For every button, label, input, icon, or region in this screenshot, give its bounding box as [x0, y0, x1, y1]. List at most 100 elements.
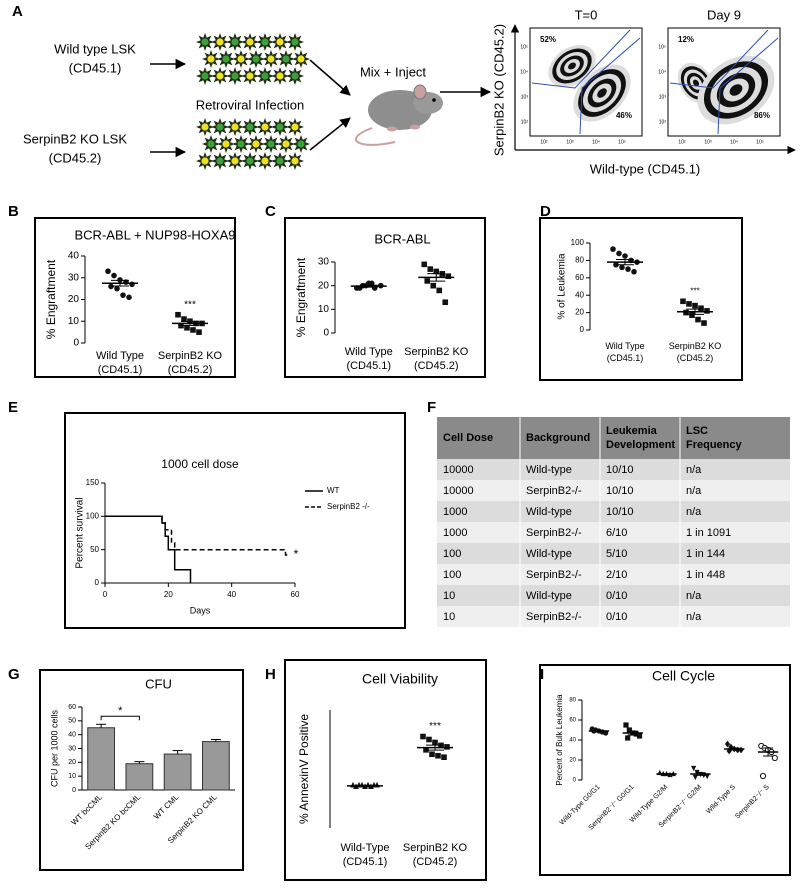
- panel-box: [64, 412, 406, 629]
- x-tick-label: WT bcCML: [69, 792, 104, 827]
- point: [427, 266, 434, 272]
- y-tick-label: 80: [575, 256, 584, 265]
- chart-title: Cell Viability: [362, 671, 438, 687]
- y-tick-label: 0: [323, 328, 329, 339]
- y-tick-label: 100: [86, 511, 100, 520]
- point: [120, 292, 126, 298]
- cell-center: [231, 123, 239, 131]
- cell-center: [252, 140, 260, 148]
- y-tick-label: 40: [575, 290, 584, 299]
- y-tick-label: 10: [68, 316, 80, 327]
- point: [759, 772, 767, 780]
- y-tick-label: 40: [68, 732, 76, 739]
- axis-tick-label: 10²: [521, 119, 529, 125]
- cell-center: [297, 140, 305, 148]
- point: [692, 774, 698, 781]
- table-cell: SerpinB2-/-: [526, 485, 582, 497]
- table-row: [437, 459, 790, 480]
- cell-center: [231, 38, 239, 46]
- contour: [729, 84, 743, 96]
- cell-center: [231, 72, 239, 80]
- cell-center: [276, 157, 284, 165]
- y-tick-label: 60: [575, 273, 584, 282]
- panel-label: B: [8, 203, 19, 220]
- y-axis-label: % of Leukemia: [557, 253, 568, 320]
- table-cell: SerpinB2-/-: [526, 569, 582, 581]
- cell-center: [276, 38, 284, 46]
- cell-center: [276, 123, 284, 131]
- cell-center: [216, 123, 224, 131]
- point: [126, 294, 132, 301]
- table-cell: 1 in 144: [686, 548, 725, 560]
- y-tick-label: 20: [68, 759, 76, 766]
- panel-box: [34, 217, 236, 378]
- x-tick-label: 20: [164, 590, 173, 599]
- survival-line: [105, 515, 289, 556]
- point: [698, 305, 704, 312]
- table-cell: 0/10: [606, 611, 627, 623]
- gate-percent: 52%: [540, 35, 556, 44]
- legend-label: SerpinB2 -/-: [327, 502, 370, 511]
- table-cell: n/a: [686, 485, 702, 497]
- point: [426, 736, 432, 743]
- significance: ***: [429, 721, 441, 732]
- y-tick-label: 10: [318, 304, 330, 315]
- gate: [669, 29, 769, 89]
- table-row: [437, 543, 790, 564]
- point: [704, 308, 710, 314]
- axis-label: Wild-type (CD45.1): [590, 161, 701, 176]
- point: [129, 281, 135, 288]
- gate: [579, 37, 641, 135]
- table-cell: n/a: [686, 506, 702, 518]
- y-tick-label: 0: [580, 325, 585, 334]
- x-tick-label: Wild-Type S: [705, 784, 737, 816]
- point: [691, 765, 697, 772]
- y-axis-label: % Engraftment: [44, 259, 58, 339]
- point: [704, 773, 710, 780]
- point: [689, 312, 695, 319]
- table-cell: 100: [443, 569, 461, 581]
- cell-center: [291, 72, 299, 80]
- chart-title: Cell Cycle: [652, 668, 715, 684]
- y-tick-label: 40: [68, 251, 80, 262]
- cell-center: [216, 38, 224, 46]
- gate-percent: 46%: [616, 111, 632, 120]
- y-tick-label: 0: [72, 787, 76, 794]
- x-tick-label: 60: [291, 590, 300, 599]
- point: [771, 754, 778, 762]
- table-cell: 1000: [443, 506, 467, 518]
- table-row: [437, 564, 790, 585]
- point: [724, 740, 731, 748]
- point: [420, 733, 426, 740]
- y-axis-label: Percent of Bulk Leukemia: [555, 694, 564, 786]
- chart-title: CFU: [145, 676, 172, 691]
- panel-label: F: [427, 399, 436, 416]
- axis-tick-label: 10²: [540, 139, 548, 145]
- table-cell: 2/10: [606, 569, 627, 581]
- point: [686, 301, 692, 307]
- cell-center: [207, 55, 215, 63]
- axis-tick-label: 10³: [704, 139, 712, 145]
- table-header-cell: LSC Frequency: [686, 425, 743, 451]
- chart-title: 1000 cell dose: [161, 457, 239, 471]
- table-header-cell: Leukemia Development: [606, 425, 675, 451]
- x-tick-label: SerpinB2 KO (CD45.2): [403, 842, 468, 868]
- table-cell: 10000: [443, 485, 474, 497]
- y-tick-label: 20: [68, 294, 80, 305]
- point: [631, 268, 637, 275]
- point: [445, 273, 452, 279]
- axis-tick-label: 10⁴: [592, 139, 600, 145]
- cell-center: [246, 157, 254, 165]
- label: SerpinB2 KO LSK: [23, 131, 127, 146]
- bar: [163, 753, 192, 791]
- cell-center: [201, 72, 209, 80]
- point: [442, 299, 449, 306]
- axis-tick-label: 10³: [566, 139, 574, 145]
- x-tick-label: Wild-Type (CD45.1): [341, 842, 390, 868]
- y-tick-label: 50: [90, 545, 99, 554]
- bar: [125, 763, 154, 791]
- point: [433, 268, 440, 275]
- panel-label: E: [8, 399, 18, 416]
- contour: [568, 62, 576, 70]
- point: [435, 752, 441, 759]
